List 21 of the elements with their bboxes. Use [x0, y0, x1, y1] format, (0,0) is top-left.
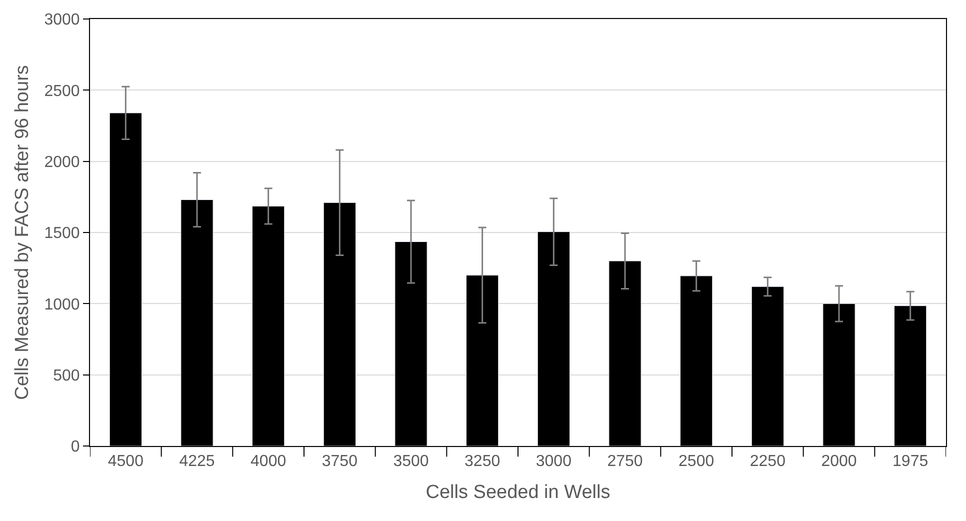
y-tick-label: 3000 [44, 12, 80, 29]
x-tick-label: 3000 [536, 453, 572, 470]
y-tick-label: 1000 [44, 296, 80, 314]
y-axis-title: Cells Measured by FACS after 96 hours [12, 65, 34, 400]
y-tick-label: 1500 [44, 225, 80, 242]
y-tick-label: 2000 [44, 154, 80, 171]
x-tick-label: 1975 [892, 453, 928, 470]
x-tick-label: 4500 [108, 453, 144, 470]
x-tick-label: 3250 [464, 453, 500, 470]
x-tick-label: 4000 [250, 453, 286, 470]
x-axis-title: Cells Seeded in Wells [426, 482, 610, 503]
x-tick-label: 2250 [750, 453, 786, 470]
x-tick-label: 4225 [179, 453, 215, 470]
x-tick-label: 2500 [678, 453, 714, 470]
y-tick-label: 2500 [44, 82, 80, 100]
y-tick-label: 0 [70, 438, 80, 456]
x-tick-label: 3500 [393, 453, 429, 470]
x-tick-label: 3750 [322, 453, 358, 470]
y-tick-label: 500 [53, 367, 80, 384]
x-tick-label: 2750 [607, 453, 643, 470]
x-tick-label: 2000 [821, 453, 857, 470]
